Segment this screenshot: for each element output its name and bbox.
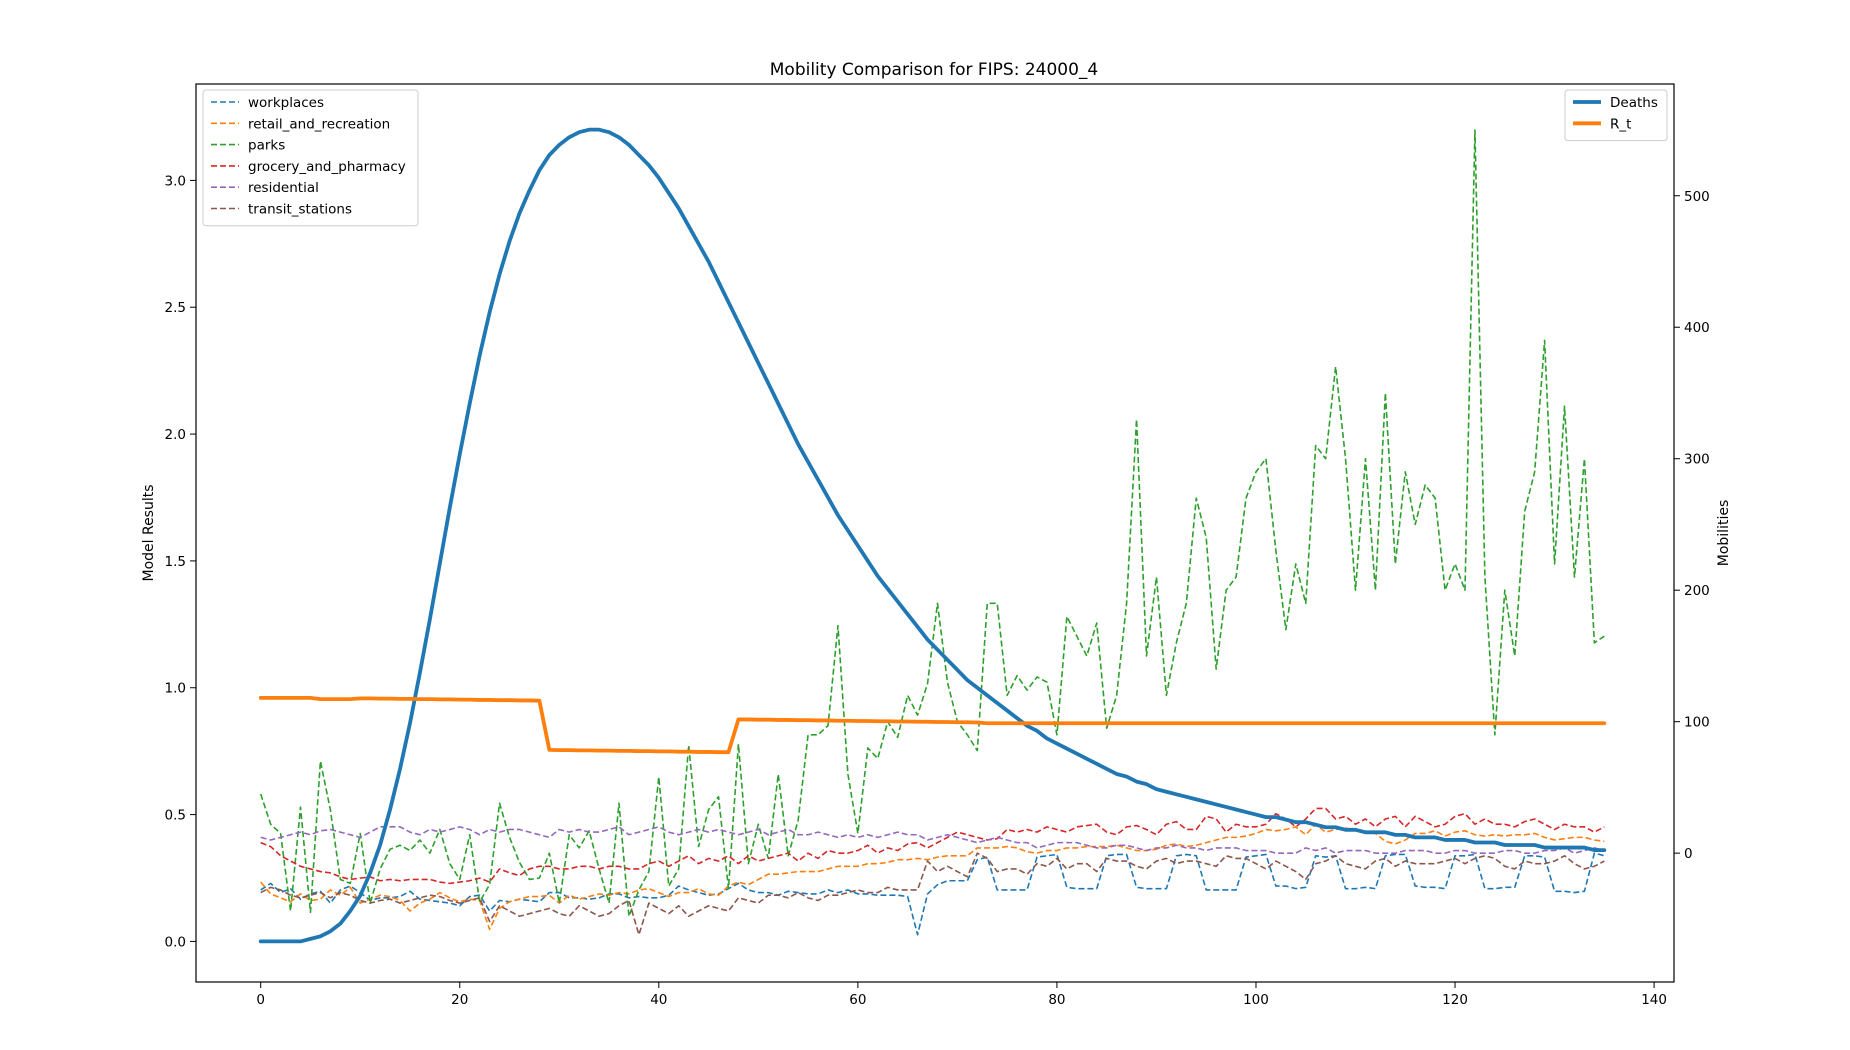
x-tick-label: 20 [451,992,468,1008]
legend-label-parks: parks [248,138,285,154]
series-line-workplaces [260,852,1605,936]
series-line-transit-stations [260,852,1605,936]
y-left-tick-label: 3.0 [165,173,186,189]
legend-label-residential: residential [248,180,319,196]
chart-title: Mobility Comparison for FIPS: 24000_4 [770,60,1099,80]
x-tick-label: 120 [1442,992,1468,1008]
x-tick-label: 0 [256,992,265,1008]
series-line-r-t [258,695,1607,755]
x-tick-label: 80 [1048,992,1065,1008]
series-line-residential [260,826,1605,854]
legend-label-grocery-and-pharmacy: grocery_and_pharmacy [248,159,406,175]
series-line-retail-and-recreation [260,823,1605,931]
y-right-tick-label: 500 [1684,189,1710,205]
y-left-tick-label: 2.0 [165,427,186,443]
legend-label-workplaces: workplaces [248,95,324,111]
legend-box [202,89,419,227]
legend-label-r-t: R_t [1610,116,1631,132]
y-right-tick-label: 400 [1684,320,1710,336]
x-tick-label: 40 [650,992,667,1008]
y-right-tick-label: 300 [1684,452,1710,468]
y-left-tick-label: 2.5 [165,300,186,316]
x-tick-label: 140 [1641,992,1667,1008]
legend-label-deaths: Deaths [1610,95,1658,111]
x-tick-label: 60 [849,992,866,1008]
y-left-tick-label: 0.0 [165,934,186,950]
y-left-tick-label: 1.5 [165,554,186,570]
legend-model: Deaths R_t [1564,89,1668,142]
series-line-deaths [258,127,1607,944]
y-left-tick-label: 1.0 [165,681,186,697]
y-axis-left-label: Model Results [141,484,157,581]
y-right-tick-label: 200 [1684,583,1710,599]
x-tick-label: 100 [1243,992,1269,1008]
y-left-tick-label: 0.5 [165,808,186,824]
legend-label-retail-and-recreation: retail_and_recreation [248,116,390,132]
y-right-tick-label: 0 [1684,846,1693,862]
axes-frame [195,83,1675,983]
plot-area [258,127,1607,944]
y-axis-right-label: Mobilities [1716,500,1732,567]
series-line-grocery-and-pharmacy [260,807,1605,885]
y-right-tick-label: 100 [1684,715,1710,731]
legend-label-transit-stations: transit_stations [248,202,352,218]
